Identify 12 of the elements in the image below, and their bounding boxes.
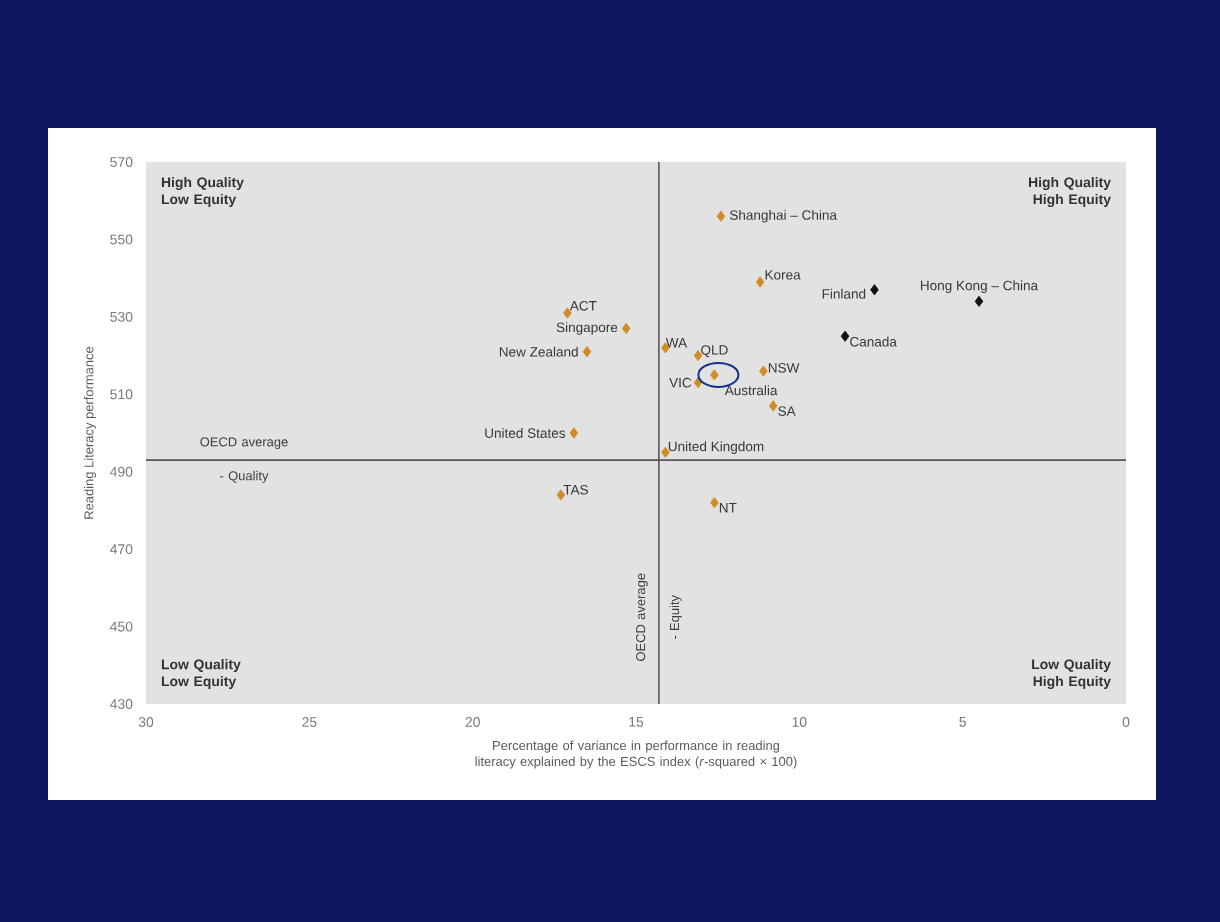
point [710, 497, 719, 509]
point [768, 400, 778, 412]
point [716, 210, 726, 222]
point [569, 427, 579, 439]
point [621, 322, 631, 335]
point [974, 295, 984, 307]
point [582, 346, 592, 358]
point [755, 276, 765, 288]
point [870, 284, 879, 296]
point [759, 365, 768, 377]
point [563, 307, 572, 319]
point [840, 330, 850, 342]
